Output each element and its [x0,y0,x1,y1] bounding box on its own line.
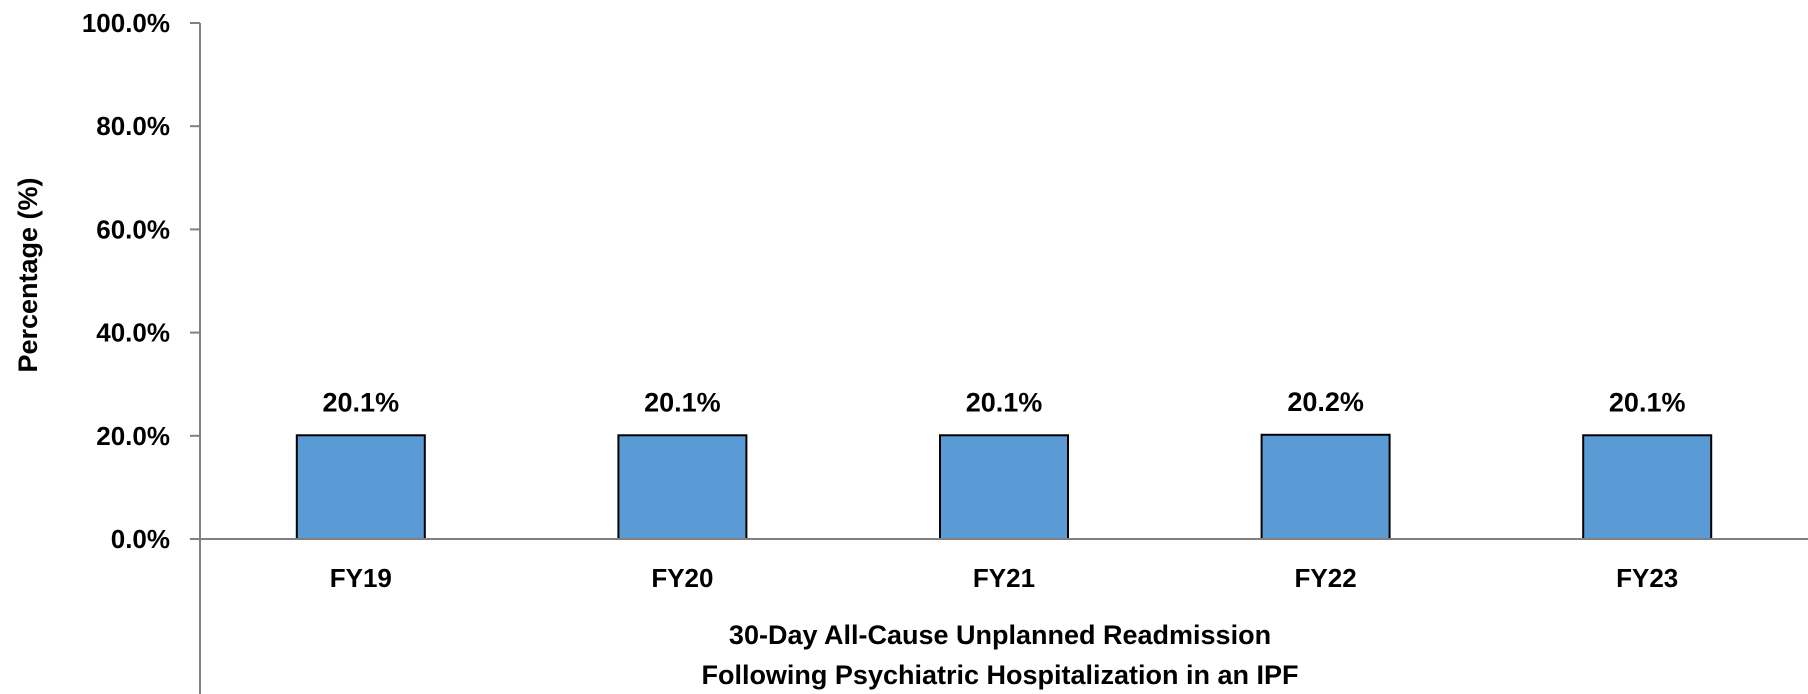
y-axis-title: Percentage (%) [13,177,43,372]
x-tick-label-fy23: FY23 [1616,563,1678,593]
y-axis-ticks: 0.0% 20.0% 40.0% 60.0% 80.0% 100.0% [82,8,200,554]
y-tick-label: 40.0% [96,318,170,348]
x-axis-title-line-1: 30-Day All-Cause Unplanned Readmission [729,620,1271,650]
bar-fy19 [295,434,426,540]
data-label-fy19: 20.1% [323,387,400,417]
bar-fy20 [617,434,748,540]
y-tick-label: 60.0% [96,214,170,244]
data-label-fy20: 20.1% [644,387,721,417]
y-tick-label: 80.0% [96,111,170,141]
bars [295,433,1713,541]
x-tick-label-fy21: FY21 [973,563,1035,593]
bar-fy22 [1260,433,1391,541]
data-label-fy23: 20.1% [1609,387,1686,417]
y-tick-label: 20.0% [96,421,170,451]
x-axis-ticks: FY19 FY20 FY21 FY22 FY23 [330,563,1679,593]
data-label-fy21: 20.1% [966,387,1043,417]
data-label-fy22: 20.2% [1287,387,1364,417]
x-tick-label-fy20: FY20 [651,563,713,593]
x-tick-label-fy19: FY19 [330,563,392,593]
y-tick-label: 0.0% [111,524,170,554]
bar-fy21 [939,434,1069,540]
y-tick-label: 100.0% [82,8,170,38]
x-tick-label-fy22: FY22 [1295,563,1357,593]
x-axis-title-line-2: Following Psychiatric Hospitalization in… [701,660,1298,690]
bar-fy23 [1582,434,1713,540]
data-labels: 20.1% 20.1% 20.1% 20.2% 20.1% [323,387,1686,418]
